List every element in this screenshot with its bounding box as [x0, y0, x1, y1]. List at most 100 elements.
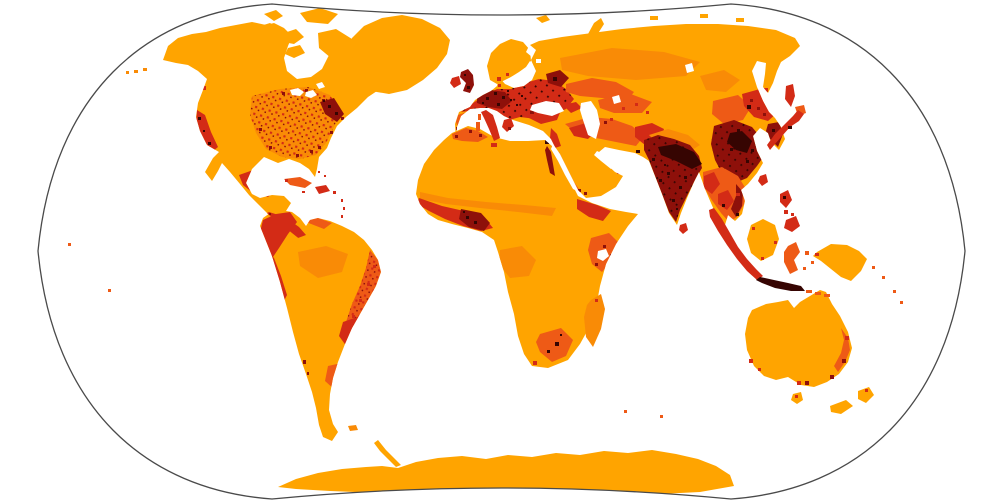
density-maghreb — [452, 128, 488, 142]
density-california-dots — [198, 117, 211, 145]
density-lima-dot — [279, 290, 282, 293]
region-new-zealand-north — [858, 387, 874, 403]
density-seoul-dot — [772, 129, 775, 132]
density-southern-africa-dots — [547, 334, 562, 353]
region-java — [756, 277, 805, 291]
baltic-sea — [505, 61, 535, 87]
region-japan — [767, 110, 804, 150]
great-lakes — [290, 82, 325, 98]
density-se-brazil-dots — [349, 332, 358, 342]
region-new-zealand-south — [830, 400, 853, 414]
density-karachi-dot — [636, 150, 640, 153]
density-manila-dot — [783, 196, 786, 199]
projection-outline — [37, 3, 966, 500]
region-antarctica — [278, 450, 734, 496]
density-ethiopia — [577, 199, 611, 221]
density-tokyo-dot — [788, 126, 792, 129]
region-canadian-arctic-islands — [247, 8, 359, 60]
density-korea — [766, 122, 783, 147]
region-africa — [416, 126, 638, 368]
density-ganges-plain — [658, 144, 702, 169]
density-europe-core — [477, 90, 512, 109]
region-cuba — [284, 177, 312, 188]
region-sakhalin — [785, 84, 795, 107]
density-sahel-band — [420, 192, 556, 216]
density-moscow-dot — [553, 77, 557, 81]
region-borneo — [747, 219, 779, 261]
region-sicily — [491, 143, 497, 147]
density-bangkok-dot — [722, 204, 725, 207]
density-seattle-dot — [202, 86, 206, 90]
region-falklands — [348, 425, 358, 431]
density-cairo-dot — [545, 140, 549, 144]
region-arctic-russia-islands — [650, 14, 744, 22]
region-philippines — [780, 190, 800, 232]
region-ireland — [450, 76, 461, 88]
region-sardinia-corsica — [476, 114, 481, 131]
region-iceland — [434, 43, 448, 52]
density-vietnam — [731, 184, 743, 217]
density-yemen-dots — [578, 189, 587, 195]
region-sulawesi — [784, 242, 800, 274]
region-svalbard — [536, 15, 550, 23]
red-sea — [551, 144, 579, 192]
aral-sea — [612, 95, 621, 104]
density-myanmar — [704, 172, 720, 194]
density-amazon-patch — [298, 246, 348, 278]
density-nile-valley — [545, 146, 555, 176]
region-moluccas-dots — [803, 251, 814, 270]
region-greenland — [346, 15, 450, 94]
density-caucasus — [563, 102, 582, 113]
lake-ladoga — [536, 59, 541, 63]
density-andes-northwest — [260, 212, 297, 260]
density-chile-dots — [303, 360, 309, 375]
region-aleutian-islands — [126, 68, 147, 74]
density-southern-africa — [536, 328, 573, 362]
density-nigeria-dots — [463, 211, 477, 224]
region-madagascar — [584, 294, 605, 347]
caspian-sea — [580, 101, 600, 139]
map-land-layer — [68, 8, 903, 496]
density-china-dots — [722, 129, 754, 171]
density-istanbul-dot — [530, 111, 534, 114]
density-boswash-dots — [323, 100, 338, 115]
lake-baikal — [685, 63, 694, 73]
density-new-guinea-dot — [815, 253, 819, 256]
density-tehran-dot — [604, 121, 607, 124]
density-tasmania-dot — [795, 395, 798, 398]
region-new-guinea — [813, 244, 867, 281]
density-maghreb-dots — [455, 130, 482, 138]
region-scandinavia — [487, 39, 531, 84]
density-buenos-aires-dot — [339, 376, 343, 380]
density-congo-patch — [499, 246, 536, 278]
density-havana-dot — [285, 179, 288, 182]
density-ne-brazil-speckle — [346, 250, 381, 330]
density-uk-dots — [464, 74, 470, 89]
region-italy — [481, 110, 500, 141]
density-kamchatka-dot — [764, 88, 768, 92]
density-nigeria — [459, 209, 490, 231]
density-ne-china-dots — [750, 99, 766, 116]
density-east-africa-dots — [595, 245, 612, 266]
region-taiwan — [758, 174, 768, 186]
region-sri-lanka — [679, 223, 688, 234]
density-scandinavia-dots — [497, 73, 509, 87]
white-sea — [526, 46, 535, 57]
density-moscow-patch — [546, 70, 569, 87]
density-oman-dot — [617, 171, 621, 174]
region-hispaniola — [315, 185, 330, 194]
density-beijing-dot — [747, 105, 751, 109]
region-sumatra — [709, 208, 763, 280]
region-antarctic-peninsula — [374, 440, 401, 467]
density-saigon-dot — [736, 213, 739, 216]
region-uk — [460, 69, 474, 93]
density-california — [196, 110, 218, 152]
density-cape-town-dot — [533, 361, 537, 365]
black-sea — [530, 101, 564, 116]
density-boswash — [320, 98, 344, 122]
region-novaya-zemlya — [588, 18, 604, 42]
region-antilles-dots — [302, 171, 345, 218]
region-australia — [745, 290, 852, 387]
density-siberia-patch — [560, 48, 740, 92]
